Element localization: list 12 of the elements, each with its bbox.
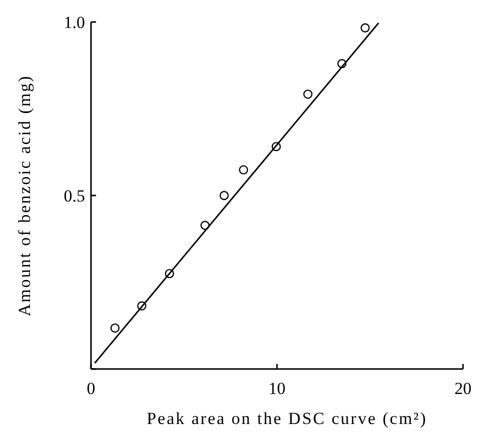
y-tick-label: 0.5 <box>64 186 85 206</box>
point <box>238 165 248 174</box>
y-tick-label: 1.0 <box>64 13 85 32</box>
x-tick-label: 20 <box>454 379 472 398</box>
x-tick-label: 10 <box>268 379 286 398</box>
y-axis-title: Amount of benzoic acid (mg) <box>15 74 34 316</box>
point <box>303 90 312 99</box>
x-tick-label: 0 <box>86 379 96 398</box>
point <box>110 323 120 333</box>
point <box>220 190 229 200</box>
x-axis-title: Peak area on the DSC curve (cm²) <box>146 409 428 428</box>
point <box>360 23 370 32</box>
